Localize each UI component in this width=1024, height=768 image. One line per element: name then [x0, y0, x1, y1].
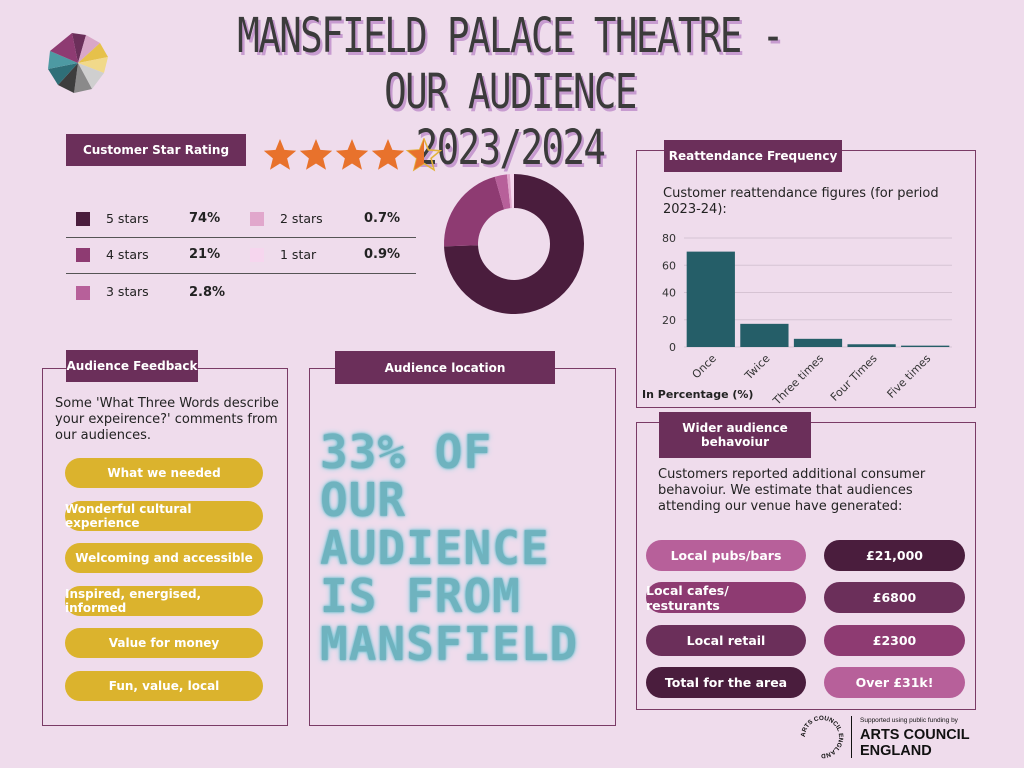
funder-small-text: Supported using public funding by — [860, 717, 958, 724]
bar — [901, 345, 950, 347]
location-statement: 33% OF OUR AUDIENCE IS FROM MANSFIELD — [320, 428, 610, 668]
x-tick-label: Once — [690, 352, 719, 381]
legend-value-2-stars: 0.7% — [364, 211, 401, 226]
legend-value-3-stars: 2.8% — [189, 285, 226, 300]
donut-slice — [494, 174, 511, 210]
legend-label-5-stars: 5 stars — [106, 211, 149, 226]
legend-swatch-3-stars — [76, 286, 90, 300]
x-tick-label: Five times — [885, 352, 934, 401]
wider-category-cafes: Local cafes/ resturants — [646, 582, 806, 613]
star-rating-tag: Customer Star Rating — [66, 134, 246, 166]
x-tick-label: Three times — [770, 352, 826, 406]
rating-legend: 5 stars 74% 4 stars 21% 3 stars 2.8% 2 s… — [66, 200, 416, 310]
bar — [740, 323, 789, 347]
wider-category-total: Total for the area — [646, 667, 806, 698]
star-icon — [405, 138, 442, 172]
feedback-item: Wonderful cultural experience — [65, 501, 263, 531]
feedback-item: Inspired, energised, informed — [65, 586, 263, 616]
bar — [793, 338, 843, 347]
legend-value-1-star: 0.9% — [364, 247, 401, 262]
feedback-description: Some 'What Three Words describe your exp… — [55, 396, 279, 443]
legend-label-1-star: 1 star — [280, 247, 317, 262]
arts-council-seal: ARTS COUNCIL ENGLAND — [800, 715, 844, 759]
donut-slice — [444, 174, 584, 314]
reattendance-description: Customer reattendance figures (for perio… — [663, 186, 939, 217]
y-tick-label: 20 — [662, 314, 676, 327]
wider-tag: Wider audience behavoiur — [659, 412, 811, 458]
location-line-5: MANSFIELD — [320, 617, 579, 671]
location-line-1: 33% OF — [320, 425, 493, 479]
legend-label-3-stars: 3 stars — [106, 284, 149, 299]
legend-label-4-stars: 4 stars — [106, 247, 149, 262]
bar — [686, 251, 735, 347]
wider-value-total: Over £31k! — [824, 667, 965, 698]
bar — [847, 344, 896, 347]
x-tick-label: Four Times — [828, 352, 880, 404]
feedback-tag: Audience Feedback — [66, 350, 198, 382]
funder-divider — [851, 716, 852, 758]
legend-swatch-4-stars — [76, 248, 90, 262]
wider-category-retail: Local retail — [646, 625, 806, 656]
y-axis-label: In Percentage (%) — [642, 388, 753, 401]
star-icon — [371, 139, 405, 170]
seal-text: ARTS COUNCIL ENGLAND — [800, 715, 844, 759]
page-title: MANSFIELD PALACE THEATRE - OUR AUDIENCE … — [221, 8, 798, 176]
wider-value-retail: £2300 — [824, 625, 965, 656]
legend-swatch-2-stars — [250, 212, 264, 226]
location-tag: Audience location — [335, 351, 555, 384]
legend-value-4-stars: 21% — [189, 247, 221, 262]
y-tick-label: 40 — [662, 287, 676, 300]
donut-slice — [443, 176, 505, 247]
legend-value-5-stars: 74% — [189, 211, 221, 226]
feedback-item: What we needed — [65, 458, 263, 488]
y-tick-label: 60 — [662, 259, 676, 272]
funder-name-line-1: ARTS COUNCIL — [860, 727, 970, 743]
star-icon — [335, 139, 369, 170]
location-line-3: AUDIENCE — [320, 521, 550, 575]
wider-value-pubs: £21,000 — [824, 540, 965, 571]
donut-slice — [506, 174, 512, 209]
wider-description: Customers reported additional consumer b… — [658, 467, 926, 514]
theatre-logo — [48, 33, 108, 93]
svg-text:ARTS COUNCIL ENGLAND: ARTS COUNCIL ENGLAND — [800, 715, 844, 759]
feedback-item: Welcoming and accessible — [65, 543, 263, 573]
location-line-2: OUR — [320, 473, 407, 527]
star-rating-donut-chart — [443, 173, 584, 314]
feedback-item: Value for money — [65, 628, 263, 658]
star-icon — [299, 139, 333, 170]
funder-name-line-2: ENGLAND — [860, 743, 932, 759]
location-line-4: IS FROM — [320, 569, 521, 623]
title-line-1: MANSFIELD PALACE THEATRE - OUR AUDIENCE — [237, 8, 784, 120]
donut-slice — [510, 173, 514, 209]
y-tick-label: 0 — [669, 341, 676, 354]
legend-label-2-stars: 2 stars — [280, 211, 323, 226]
title-line-2: 2023/2024 — [415, 120, 606, 176]
feedback-item: Fun, value, local — [65, 671, 263, 701]
star-icon — [263, 139, 297, 170]
star-rating-stars — [263, 138, 442, 172]
wider-value-cafes: £6800 — [824, 582, 965, 613]
y-tick-label: 80 — [662, 232, 676, 245]
legend-swatch-5-stars — [76, 212, 90, 226]
x-tick-label: Twice — [742, 352, 773, 383]
legend-swatch-1-star — [250, 248, 264, 262]
wider-category-pubs: Local pubs/bars — [646, 540, 806, 571]
reattendance-tag: Reattendance Frequency — [664, 140, 842, 172]
